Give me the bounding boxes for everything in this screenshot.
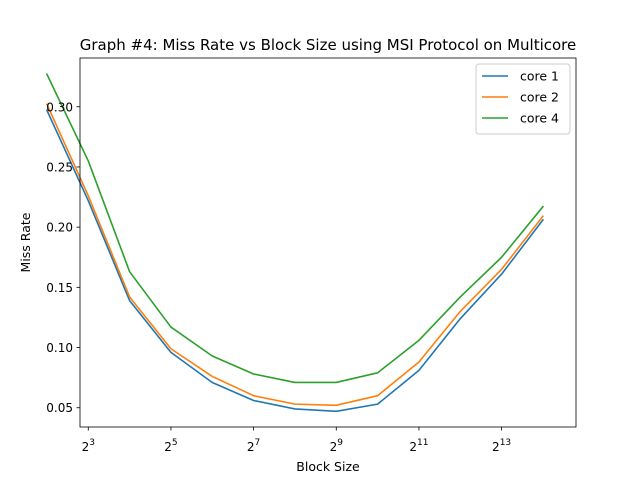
y-tick-label: 0.05 xyxy=(46,401,73,415)
x-tick-label: 25 xyxy=(164,438,177,454)
x-axis: 23 25 27 29 211 213 xyxy=(82,427,511,454)
chart-title: Graph #4: Miss Rate vs Block Size using … xyxy=(80,36,577,54)
y-tick-label: 0.15 xyxy=(46,281,73,295)
series-layer xyxy=(45,73,545,413)
y-axis: 0.05 0.10 0.15 0.20 0.25 0.30 xyxy=(46,100,80,415)
y-tick-label: 0.25 xyxy=(46,160,73,174)
legend-frame xyxy=(475,63,571,135)
legend-label: core 2 xyxy=(520,90,559,105)
x-tick-label: 29 xyxy=(330,438,344,454)
x-axis-label: Block Size xyxy=(296,459,360,474)
series-line-core-1 xyxy=(45,109,545,413)
legend: core 1 core 2 core 4 xyxy=(475,63,571,135)
y-tick-label: 0.20 xyxy=(46,221,73,235)
y-tick-label: 0.30 xyxy=(46,100,73,114)
x-tick-label: 213 xyxy=(492,438,511,454)
legend-label: core 1 xyxy=(520,69,559,84)
y-tick-label: 0.10 xyxy=(46,341,73,355)
series-line-core-2 xyxy=(45,103,545,407)
plot-area-frame xyxy=(79,57,577,428)
x-tick-label: 27 xyxy=(247,438,260,454)
x-tick-label: 211 xyxy=(409,438,428,454)
legend-label: core 4 xyxy=(520,111,559,126)
x-tick-label: 23 xyxy=(82,438,95,454)
y-axis-label: Miss Rate xyxy=(18,212,33,272)
series-line-core-4 xyxy=(45,73,545,384)
